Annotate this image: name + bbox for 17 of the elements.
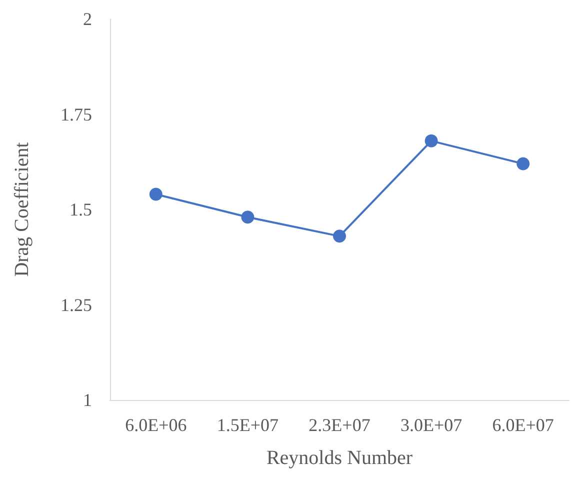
point — [149, 188, 162, 201]
x-axis-title: Reynolds Number — [266, 447, 413, 469]
x-tick-label: 1.5E+07 — [216, 415, 279, 435]
y-tick-label: 1.25 — [60, 294, 92, 315]
point — [516, 157, 530, 170]
point — [333, 230, 346, 243]
y-tick-label: 1 — [83, 390, 92, 410]
point — [241, 210, 254, 224]
y-tick-label: 1.5 — [70, 200, 92, 220]
point — [424, 134, 438, 148]
y-tick-label: 2 — [83, 9, 92, 29]
x-tick-label: 2.3E+07 — [308, 415, 370, 435]
x-tick-label: 3.0E+07 — [400, 415, 462, 435]
y-axis-title: Drag Coefficient — [11, 142, 33, 277]
x-tick-label: 6.0E+06 — [125, 415, 187, 435]
y-tick-label: 1.75 — [60, 104, 92, 124]
x-tick-label: 6.0E+07 — [492, 415, 554, 435]
